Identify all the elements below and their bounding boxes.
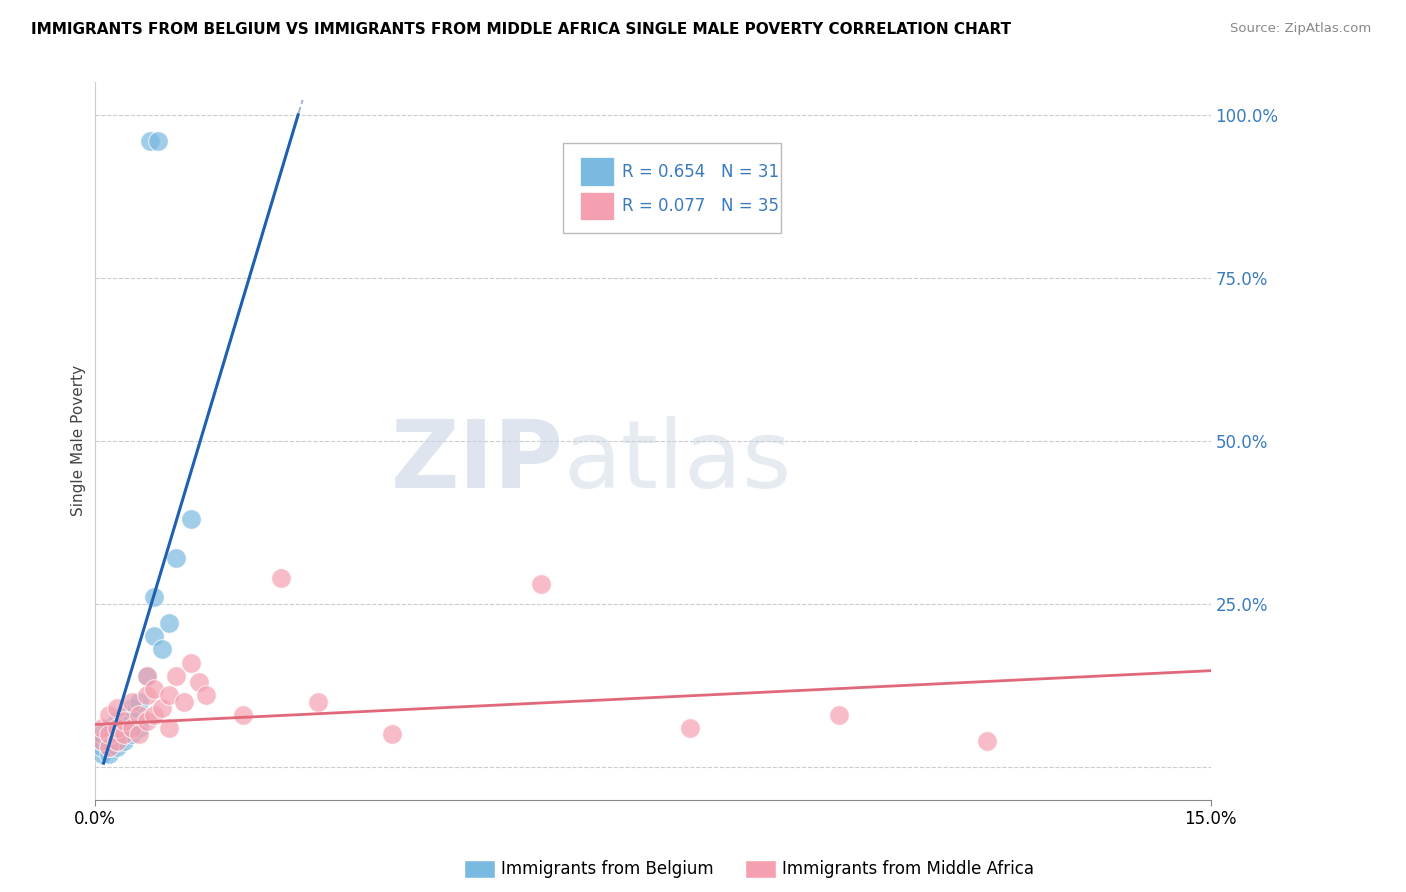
Point [121,701,143,715]
Point [105,740,128,755]
Point [98,740,121,755]
Point [91,734,114,748]
Point [270,571,292,585]
Point [128,695,150,709]
Point [232,707,254,722]
Point [105,734,128,748]
Point [105,734,128,748]
Point [91,727,114,741]
Point [91,740,114,755]
Point [98,707,121,722]
Point [112,707,135,722]
Point [128,707,150,722]
Point [128,727,150,741]
Point [165,668,187,682]
Point [112,727,135,741]
Point [143,629,166,643]
Point [143,681,166,696]
Point [128,721,150,735]
Point [98,727,121,741]
Point [827,707,849,722]
Y-axis label: Single Male Poverty: Single Male Poverty [72,365,86,516]
Point [105,701,128,715]
Text: atlas: atlas [564,417,792,508]
Point [98,734,121,748]
Point [91,721,114,735]
Point [187,675,209,690]
Point [150,701,173,715]
Point [381,727,404,741]
Point [157,688,180,702]
Point [112,721,135,735]
Point [121,721,143,735]
Point [157,721,180,735]
Text: Immigrants from Middle Africa: Immigrants from Middle Africa [782,860,1033,878]
Point [112,714,135,729]
Point [105,721,128,735]
Point [121,727,143,741]
Text: Source: ZipAtlas.com: Source: ZipAtlas.com [1230,22,1371,36]
Point [135,714,157,729]
Point [679,721,702,735]
Text: ZIP: ZIP [391,417,564,508]
Point [180,656,202,670]
Point [91,734,114,748]
Text: R = 0.654   N = 31: R = 0.654 N = 31 [623,162,779,180]
Bar [581,157,613,186]
FancyBboxPatch shape [564,143,780,233]
Point [307,695,329,709]
Point [121,695,143,709]
Point [143,707,166,722]
Point [173,695,195,709]
Point [112,734,135,748]
Point [157,616,180,631]
Point [105,714,128,729]
Point [143,591,166,605]
Point [135,668,157,682]
Point [91,747,114,761]
Point [976,734,998,748]
Point [98,747,121,761]
Point [98,727,121,741]
Point [165,551,187,566]
Point [105,727,128,741]
Point [146,134,169,148]
Point [98,740,121,755]
Point [139,134,162,148]
Point [195,688,218,702]
Point [530,577,553,591]
Bar [581,192,613,220]
Point [98,721,121,735]
Point [150,642,173,657]
Point [121,714,143,729]
Point [105,721,128,735]
Point [180,512,202,526]
Point [135,668,157,682]
Text: R = 0.077   N = 35: R = 0.077 N = 35 [623,197,779,215]
Point [135,688,157,702]
Text: Immigrants from Belgium: Immigrants from Belgium [501,860,713,878]
Text: IMMIGRANTS FROM BELGIUM VS IMMIGRANTS FROM MIDDLE AFRICA SINGLE MALE POVERTY COR: IMMIGRANTS FROM BELGIUM VS IMMIGRANTS FR… [31,22,1011,37]
